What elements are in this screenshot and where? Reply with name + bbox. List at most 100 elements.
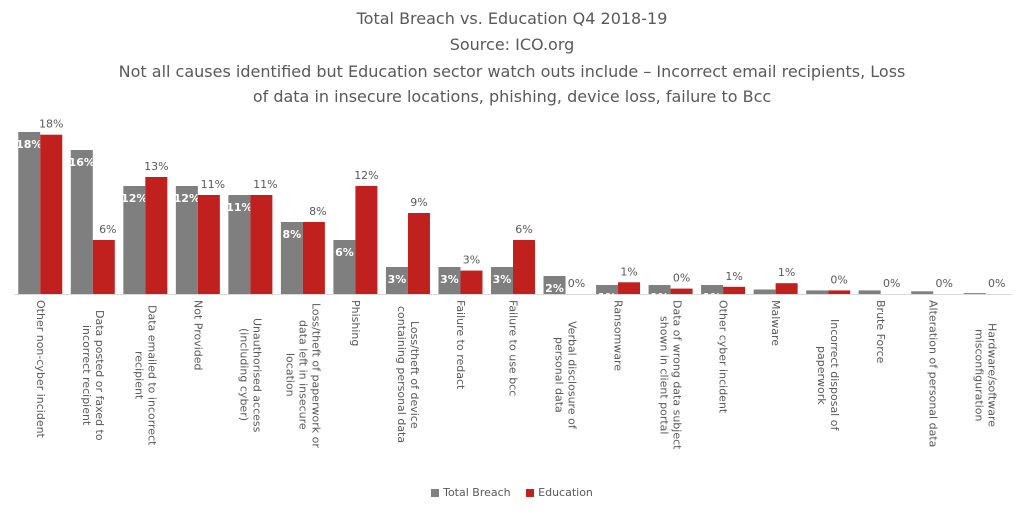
category-label-text: Ransomware — [611, 300, 625, 372]
category-label: Data emailed to incorrect recipient — [125, 300, 165, 450]
data-label-education: 0% — [673, 272, 690, 285]
category-label: Alteration of personal data — [913, 300, 953, 447]
category-label: Incorrect disposal of paperwork — [808, 300, 848, 450]
category-label: Ransomware — [598, 300, 638, 371]
category-label-text: Failure to redact — [453, 300, 467, 390]
category-label-text: Other non-cyber incident — [33, 300, 47, 438]
data-label-total-breach: 11% — [226, 201, 252, 214]
category-label-text: Incorrect disposal of paperwork — [815, 319, 842, 431]
data-label-education: 0% — [568, 277, 585, 290]
data-label-education: 18% — [39, 118, 63, 131]
category-label-text: Data emailed to incorrect recipient — [132, 304, 159, 446]
legend-swatch — [431, 488, 440, 497]
category-label: Failure to redact — [440, 300, 480, 389]
category-label-text: Failure to use bcc — [506, 300, 520, 397]
bar-education — [723, 286, 746, 294]
bar-total-breach — [280, 222, 303, 294]
bar-total-breach — [438, 267, 461, 294]
category-label-text: Brute Force — [874, 300, 888, 364]
category-label: Verbal disclosure of personal data — [546, 300, 586, 450]
bar-total-breach — [228, 195, 251, 294]
data-label-education: 1% — [620, 265, 637, 278]
data-label-education: 0% — [830, 273, 847, 286]
data-label-total-breach: 3% — [388, 273, 407, 286]
bar-total-breach — [648, 285, 671, 294]
category-label-text: Data of wrong data subject shown in clie… — [657, 300, 684, 450]
bar-total-breach — [543, 276, 566, 294]
category-label: Brute Force — [861, 300, 901, 363]
legend-item-education: Education — [526, 486, 593, 499]
bar-total-breach — [911, 291, 934, 294]
category-label: Other cyber incident — [703, 300, 743, 413]
data-label-total-breach: 18% — [16, 138, 42, 151]
data-label-total-breach: 12% — [121, 192, 147, 205]
category-label-text: Data posted or faxed to incorrect recipi… — [79, 309, 106, 441]
category-label-text: Verbal disclosure of personal data — [552, 321, 579, 429]
data-label-total-breach: 8% — [283, 228, 302, 241]
bar-total-breach — [385, 267, 408, 294]
data-label-education: 1% — [725, 270, 742, 283]
category-label: Hardware/software misconfiguration — [966, 300, 1006, 450]
data-label-education: 0% — [883, 277, 900, 290]
chart-subtitle: Source: ICO.org — [449, 35, 575, 54]
category-label: Loss/theft of paperwork or data left in … — [283, 300, 323, 450]
bar-education — [40, 134, 63, 294]
data-label-education: 1% — [778, 266, 795, 279]
chart-note-line-1: Not all causes identified but Education … — [118, 62, 906, 81]
category-label: Other non-cyber incident — [20, 300, 60, 438]
plot-area: 18%18%16%6%12%13%12%11%11%11%8%8%6%12%3%… — [14, 117, 1012, 300]
category-label: Malware — [756, 300, 796, 346]
bar-total-breach — [753, 289, 776, 294]
data-label-education: 11% — [253, 178, 277, 191]
legend-swatch — [526, 488, 535, 497]
data-label-total-breach: 3% — [440, 273, 459, 286]
category-label-text: Alteration of personal data — [926, 300, 940, 448]
data-label-total-breach: 1% — [650, 291, 669, 300]
bar-total-breach — [858, 290, 881, 294]
bar-total-breach — [175, 186, 198, 294]
category-label-text: Other cyber incident — [716, 300, 730, 414]
bar-education — [355, 186, 378, 294]
data-label-education: 8% — [309, 205, 326, 218]
chart-note-line-2: of data in insecure locations, phishing,… — [252, 87, 772, 106]
category-label: Unauthorised access (including cyber) — [230, 300, 270, 450]
bar-total-breach — [596, 285, 619, 294]
category-label: Phishing — [335, 300, 375, 346]
bar-total-breach — [333, 240, 356, 294]
category-label: Not Provided — [178, 300, 218, 371]
bar-education — [197, 195, 220, 294]
legend: Total Breach Education — [0, 486, 1024, 500]
bar-total-breach — [701, 285, 724, 294]
data-label-total-breach: 16% — [69, 156, 95, 169]
bar-total-breach — [123, 186, 146, 294]
bar-total-breach — [491, 267, 513, 294]
bar-total-breach — [18, 132, 41, 294]
bar-education — [618, 282, 641, 294]
data-label-education: 12% — [354, 169, 378, 182]
bar-education — [92, 240, 115, 294]
data-label-education: 11% — [201, 178, 225, 191]
category-label-text: Phishing — [348, 300, 362, 347]
data-label-education: 3% — [463, 254, 480, 267]
data-label-total-breach: 1% — [703, 291, 722, 300]
legend-label: Total Breach — [443, 486, 511, 499]
bar-education — [460, 270, 483, 294]
bar-total-breach — [963, 293, 986, 294]
bar-total-breach — [806, 290, 829, 294]
data-label-total-breach: 2% — [545, 282, 564, 295]
data-label-education: 0% — [988, 277, 1005, 290]
category-label: Loss/theft of device containing personal… — [388, 300, 428, 450]
category-label-text: Malware — [769, 300, 783, 347]
bar-education — [828, 290, 851, 294]
data-label-education: 9% — [410, 196, 427, 209]
bar-education — [407, 213, 430, 294]
data-label-total-breach: 3% — [493, 273, 512, 286]
bar-education — [775, 283, 798, 294]
bar-total-breach — [70, 150, 93, 294]
data-label-total-breach: 6% — [335, 246, 354, 259]
category-label-text: Unauthorised access (including cyber) — [237, 317, 264, 433]
data-label-education: 0% — [935, 277, 952, 290]
data-label-education: 13% — [144, 160, 168, 173]
bar-education — [250, 195, 273, 294]
